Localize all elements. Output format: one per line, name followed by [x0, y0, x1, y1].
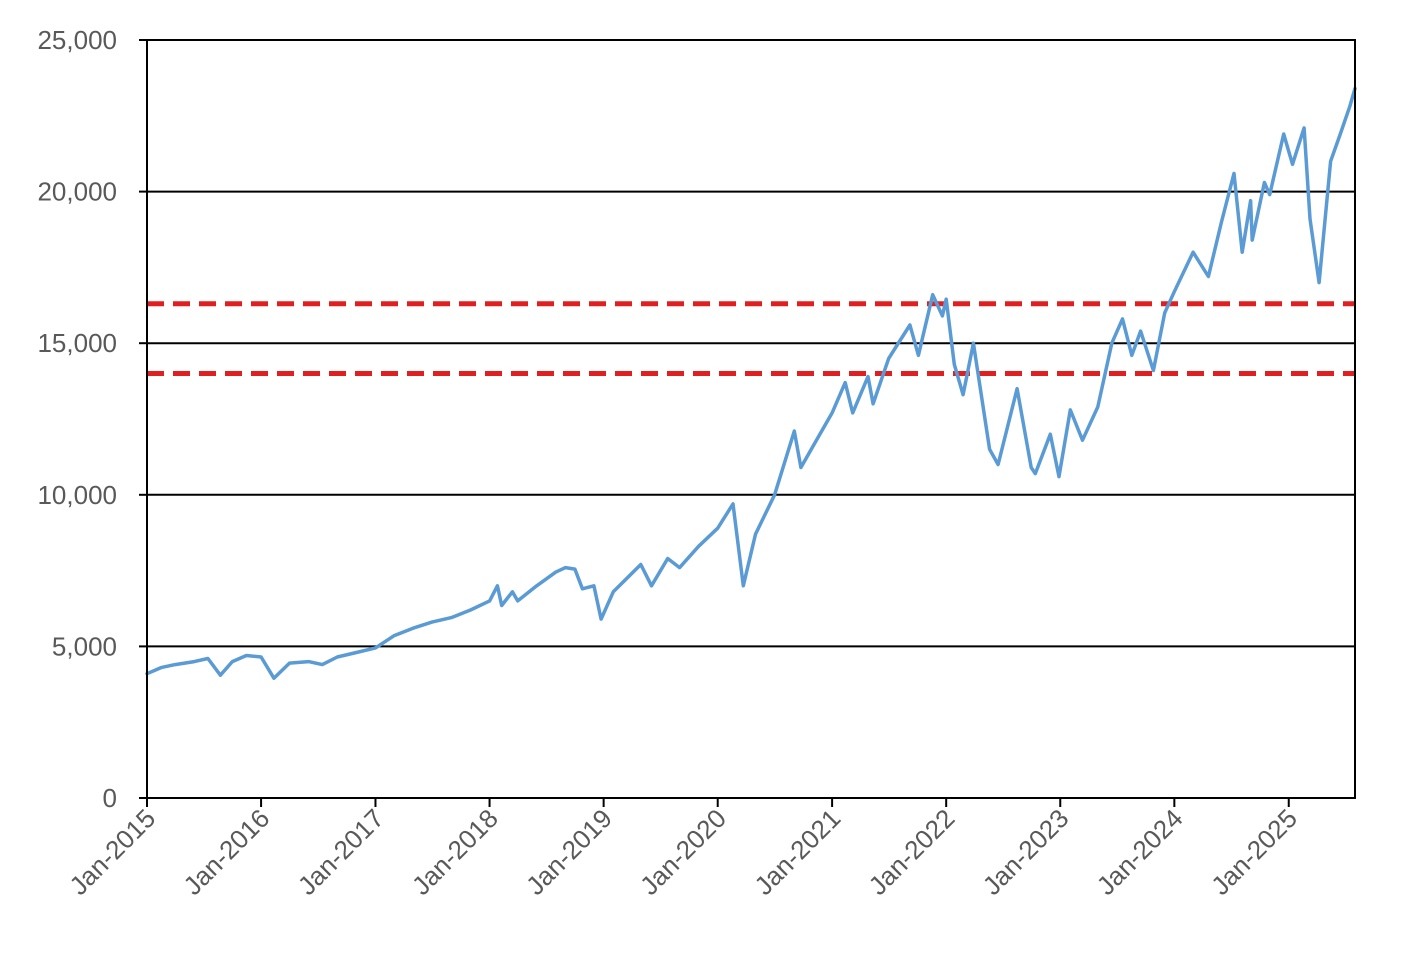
y-tick-label: 15,000 [37, 328, 117, 358]
series-line [145, 86, 1357, 680]
x-tick-label: Jan-2019 [520, 803, 618, 901]
x-tick-label: Jan-2018 [406, 803, 504, 901]
x-tick-labels: Jan-2015 Jan-2016 Jan-2017 Jan-2018 Jan-2019… [63, 803, 1303, 901]
series-layer [145, 86, 1357, 680]
axes [139, 39, 1356, 807]
plot-frame [146, 39, 1356, 799]
reference-lines [147, 301, 1355, 377]
y-tick-label: 20,000 [37, 177, 117, 207]
y-tick-label: 10,000 [37, 480, 117, 510]
x-tick-label: Jan-2021 [748, 803, 846, 901]
y-tick-labels: 0 5,000 10,000 15,000 20,000 25,000 [37, 25, 117, 813]
x-tick-label: Jan-2022 [863, 803, 961, 901]
x-tick-label: Jan-2023 [977, 803, 1075, 901]
x-tick-label: Jan-2025 [1205, 803, 1303, 901]
x-tick-label: Jan-2015 [63, 803, 161, 901]
y-tick-label: 0 [103, 783, 117, 813]
x-tick-label: Jan-2017 [292, 803, 390, 901]
y-tick-label: 5,000 [52, 631, 117, 661]
x-tick-label: Jan-2016 [177, 803, 275, 901]
x-tick-label: Jan-2024 [1091, 803, 1189, 901]
x-tick-label: Jan-2020 [634, 803, 732, 901]
y-tick-label: 25,000 [37, 25, 117, 55]
